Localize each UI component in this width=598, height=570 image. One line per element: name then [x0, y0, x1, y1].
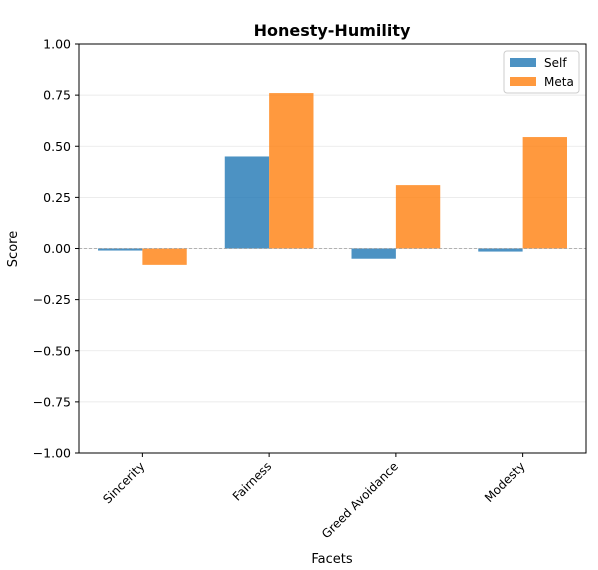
legend-label-meta: Meta [544, 75, 574, 89]
bar-self-greed-avoidance [351, 248, 396, 259]
bar-meta-sincerity [142, 248, 187, 265]
legend-swatch-self [510, 58, 536, 67]
legend-label-self: Self [544, 56, 567, 70]
x-axis: Sincerity Fairness Greed Avoidance Modesty [100, 453, 528, 541]
legend-swatch-meta [510, 77, 536, 86]
y-axis: 1.00 0.75 0.50 0.25 0.00 −0.25 −0.50 −0.75 −1.00 [33, 37, 79, 461]
bar-self-sincerity [98, 248, 143, 251]
bar-self-fairness [224, 156, 270, 249]
x-tick-label: Modesty [482, 459, 528, 505]
y-tick-label: 0.75 [43, 88, 71, 103]
y-tick-label: 0.50 [43, 139, 71, 154]
x-tick-label: Fairness [230, 459, 274, 503]
y-tick-label: −0.50 [33, 343, 71, 358]
bar-meta-modesty [522, 137, 567, 249]
bar-self-modesty [478, 248, 523, 252]
bar-meta-fairness [269, 93, 314, 249]
chart-title: Honesty-Humility [254, 21, 411, 40]
y-tick-label: 0.00 [43, 241, 71, 256]
y-axis-label: Score [6, 231, 21, 267]
y-tick-label: −0.75 [33, 394, 71, 409]
y-tick-label: 1.00 [43, 37, 71, 52]
bars [98, 93, 567, 265]
bar-meta-greed-avoidance [395, 185, 441, 249]
y-tick-label: −1.00 [33, 446, 71, 461]
legend: Self Meta [503, 50, 580, 94]
x-tick-label: Greed Avoidance [319, 459, 401, 541]
x-tick-label: Sincerity [100, 459, 147, 506]
x-axis-label: Facets [311, 552, 352, 567]
y-tick-label: 0.25 [43, 190, 71, 205]
y-tick-label: −0.25 [33, 292, 71, 307]
